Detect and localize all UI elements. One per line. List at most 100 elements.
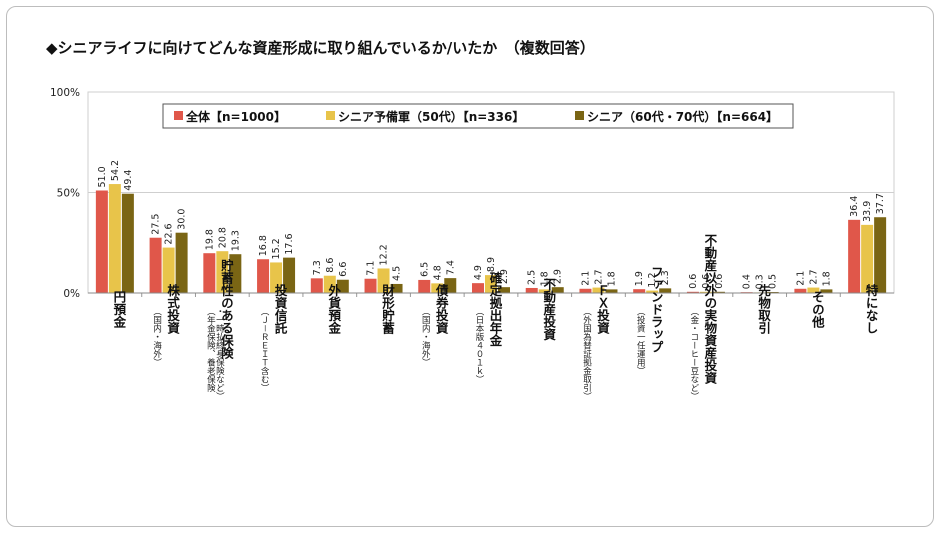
data-label: 51.0 xyxy=(97,166,108,187)
bar xyxy=(431,283,444,293)
bar xyxy=(203,253,216,293)
data-label: 19.3 xyxy=(230,230,241,251)
bar xyxy=(551,287,564,293)
data-label: 7.1 xyxy=(366,261,377,276)
legend-entry: シニア（60代・70代）【n=664】 xyxy=(587,109,778,124)
legend-box xyxy=(162,103,794,129)
bar xyxy=(149,237,162,293)
bar xyxy=(646,290,659,293)
x-tick-sublabel: （金・コーヒー豆など） xyxy=(689,307,699,401)
data-label: 20.8 xyxy=(217,227,228,248)
data-label: 6.6 xyxy=(338,262,349,277)
data-label: 2.7 xyxy=(593,269,604,284)
bar xyxy=(538,289,551,293)
data-label: 0.6 xyxy=(714,274,725,289)
x-tick-label: 株式投資 xyxy=(165,283,180,335)
data-label: 2.9 xyxy=(553,269,564,284)
x-tick-label: ファンドラップ xyxy=(649,265,664,353)
bar xyxy=(633,289,646,293)
data-label: 1.9 xyxy=(634,271,645,286)
bar xyxy=(175,232,188,293)
x-tick-sublabel: （投資一任運用） xyxy=(635,307,645,375)
data-label: 8.6 xyxy=(325,258,336,273)
x-tick-label: 先物取引 xyxy=(756,283,771,335)
x-tick-label: 円預金 xyxy=(111,290,126,328)
data-label: 54.2 xyxy=(110,160,121,181)
bar xyxy=(444,278,457,293)
bar xyxy=(390,283,403,293)
data-label: 37.7 xyxy=(875,193,886,214)
data-label: 16.8 xyxy=(258,235,269,256)
bar xyxy=(605,289,618,293)
x-tick-sublabel: （Ｊ－ＲＥＩＴ含む） xyxy=(259,307,269,392)
bar xyxy=(592,287,605,293)
data-label: 2.7 xyxy=(808,269,819,284)
data-label: 2.3 xyxy=(660,270,671,285)
legend-entry: シニア予備軍（50代）【n=336】 xyxy=(338,109,524,124)
data-label: 2.1 xyxy=(580,271,591,286)
y-tick-label: 0% xyxy=(63,288,80,300)
data-label: 36.4 xyxy=(849,196,860,217)
data-label: 0.5 xyxy=(768,274,779,289)
legend-entry: 全体【n=1000】 xyxy=(185,109,286,124)
data-label: 4.5 xyxy=(392,266,403,281)
data-label: 0.4 xyxy=(742,274,753,289)
x-tick-label: 不動産以外の実物資産投資 xyxy=(702,234,717,385)
x-tick-sublabel: ・一時払終身保険など） xyxy=(214,307,224,401)
data-label: 1.8 xyxy=(606,271,617,286)
bar xyxy=(216,251,229,293)
data-label: 0.6 xyxy=(701,274,712,289)
legend-swatch xyxy=(575,111,584,120)
bar xyxy=(794,288,807,293)
data-label: 4.9 xyxy=(473,265,484,280)
data-label: 17.6 xyxy=(284,233,295,254)
data-label: 19.8 xyxy=(204,229,215,250)
data-label: 2.9 xyxy=(499,269,510,284)
bar xyxy=(418,279,431,293)
axis-layer: 0% 50% 100% xyxy=(50,87,894,300)
data-label: 1.8 xyxy=(821,271,832,286)
bar xyxy=(310,278,323,293)
bar xyxy=(712,291,725,293)
x-tick-label: 財形貯蓄 xyxy=(380,283,395,335)
bar xyxy=(861,224,874,293)
x-tick-sublabel: （外国為替証拠金取引） xyxy=(581,307,591,401)
legend-swatch xyxy=(174,111,183,120)
bar xyxy=(270,262,283,293)
data-label: 6.5 xyxy=(419,262,430,277)
data-label: 15.2 xyxy=(271,238,282,259)
data-label: 7.3 xyxy=(312,260,323,275)
legend: 全体【n=1000】 シニア予備軍（50代）【n=336】 シニア（60代・70代）… xyxy=(162,103,794,129)
y-tick-label: 100% xyxy=(50,87,80,99)
data-label: 33.9 xyxy=(862,201,873,222)
data-label: 0.6 xyxy=(688,274,699,289)
bar xyxy=(336,279,349,293)
bar xyxy=(162,247,175,293)
bar xyxy=(283,257,296,293)
bar xyxy=(766,291,779,293)
x-tick-sublabel: （国内・海外） xyxy=(420,307,430,367)
legend-swatch xyxy=(326,111,335,120)
chart-title: ◆シニアライフに向けてどんな資産形成に取り組んでいるか/いたか （複数回答） xyxy=(46,39,595,57)
x-tick-label: 貯蓄性のある保険 xyxy=(219,258,234,360)
bar xyxy=(108,184,121,293)
bar xyxy=(323,275,336,293)
data-label: 4.8 xyxy=(432,265,443,280)
bar xyxy=(95,190,108,293)
bar xyxy=(659,288,672,293)
bar xyxy=(364,278,377,293)
data-label: 7.4 xyxy=(445,260,456,275)
bar xyxy=(485,275,497,293)
bar xyxy=(498,287,510,293)
bar xyxy=(874,217,887,293)
bar xyxy=(848,219,861,293)
x-tick-sublabel: （国内・海外） xyxy=(152,307,162,367)
bar xyxy=(699,291,712,293)
x-tick-sublabel: （日本版４０１ｋ） xyxy=(474,307,484,384)
x-tick-label: 外貨預金 xyxy=(326,283,341,335)
x-tick-sublabel: （年金保険、養老保険 xyxy=(205,307,215,393)
bar xyxy=(121,193,134,293)
bar xyxy=(820,289,833,293)
